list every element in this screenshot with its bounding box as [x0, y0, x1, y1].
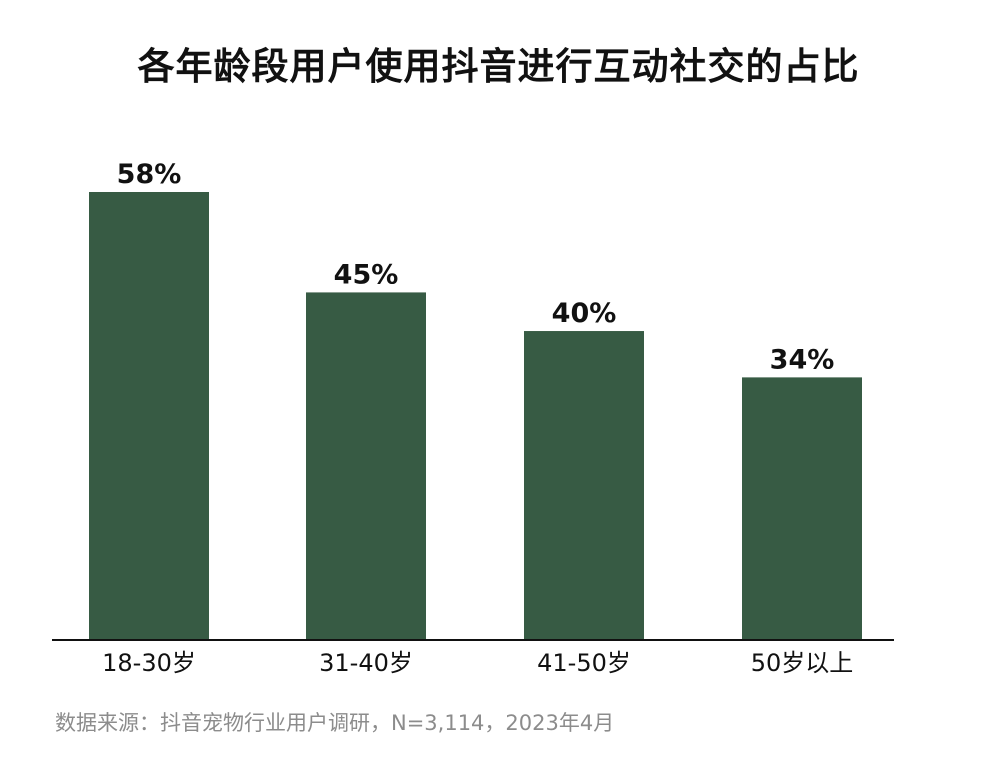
chart-source-note: 数据来源：抖音宠物行业用户调研，N=3,114，2023年4月	[55, 711, 615, 735]
x-tick-label-4: 50岁以上	[751, 649, 854, 677]
x-tick-labels: 18-30岁 31-40岁 41-50岁 50岁以上	[102, 649, 853, 677]
value-labels: 58% 45% 40% 34%	[117, 159, 835, 375]
bar-chart: 58% 45% 40% 34% 18-30岁 31-40岁 41-50岁 50岁以上	[52, 159, 894, 677]
value-label-3: 40%	[552, 298, 617, 329]
bar-3	[524, 331, 644, 640]
bars	[89, 192, 862, 640]
chart-title: 各年龄段用户使用抖音进行互动社交的占比	[137, 45, 860, 88]
value-label-1: 58%	[117, 159, 182, 190]
x-tick-label-3: 41-50岁	[537, 649, 631, 677]
bar-1	[89, 192, 209, 640]
bar-4	[742, 377, 862, 640]
bar-2	[306, 292, 426, 640]
x-tick-label-1: 18-30岁	[102, 649, 196, 677]
value-label-4: 34%	[770, 344, 835, 375]
x-tick-label-2: 31-40岁	[319, 649, 413, 677]
value-label-2: 45%	[334, 259, 399, 290]
